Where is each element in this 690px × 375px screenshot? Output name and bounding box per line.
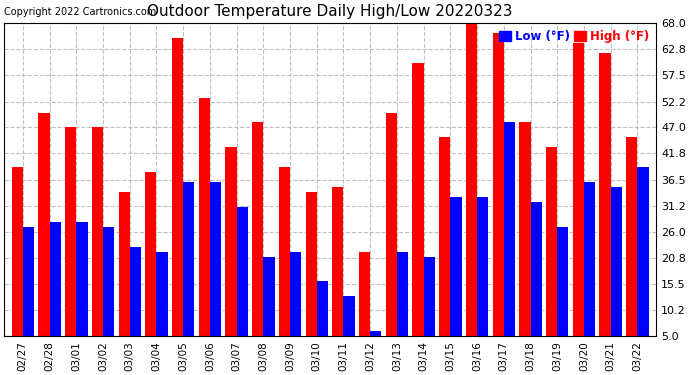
Bar	[290, 252, 302, 336]
Bar	[210, 182, 221, 336]
Bar	[359, 252, 371, 336]
Bar	[12, 167, 23, 336]
Bar	[477, 197, 489, 336]
Bar	[252, 123, 264, 336]
Bar	[520, 123, 531, 336]
Bar	[504, 123, 515, 336]
Bar	[439, 137, 451, 336]
Bar	[333, 187, 344, 336]
Bar	[65, 128, 77, 336]
Title: Outdoor Temperature Daily High/Low 20220323: Outdoor Temperature Daily High/Low 20220…	[148, 4, 513, 19]
Bar	[451, 197, 462, 336]
Bar	[145, 172, 157, 336]
Bar	[199, 98, 210, 336]
Bar	[584, 182, 595, 336]
Text: Copyright 2022 Cartronics.com: Copyright 2022 Cartronics.com	[4, 7, 157, 17]
Bar	[50, 222, 61, 336]
Bar	[157, 252, 168, 336]
Bar	[119, 192, 130, 336]
Bar	[39, 112, 50, 336]
Bar	[573, 43, 584, 336]
Bar	[306, 192, 317, 336]
Bar	[546, 147, 558, 336]
Bar	[371, 331, 382, 336]
Bar	[424, 256, 435, 336]
Bar	[344, 296, 355, 336]
Bar	[130, 247, 141, 336]
Bar	[317, 282, 328, 336]
Bar	[531, 202, 542, 336]
Bar	[172, 38, 183, 336]
Bar	[183, 182, 195, 336]
Bar	[77, 222, 88, 336]
Bar	[92, 128, 103, 336]
Bar	[493, 33, 504, 336]
Bar	[386, 112, 397, 336]
Bar	[611, 187, 622, 336]
Bar	[23, 227, 34, 336]
Bar	[466, 18, 477, 336]
Bar	[397, 252, 408, 336]
Legend: Low (°F), High (°F): Low (°F), High (°F)	[498, 29, 650, 44]
Bar	[226, 147, 237, 336]
Bar	[237, 207, 248, 336]
Bar	[600, 53, 611, 336]
Bar	[638, 167, 649, 336]
Bar	[103, 227, 115, 336]
Bar	[279, 167, 290, 336]
Bar	[413, 63, 424, 336]
Bar	[626, 137, 638, 336]
Bar	[558, 227, 569, 336]
Bar	[264, 256, 275, 336]
